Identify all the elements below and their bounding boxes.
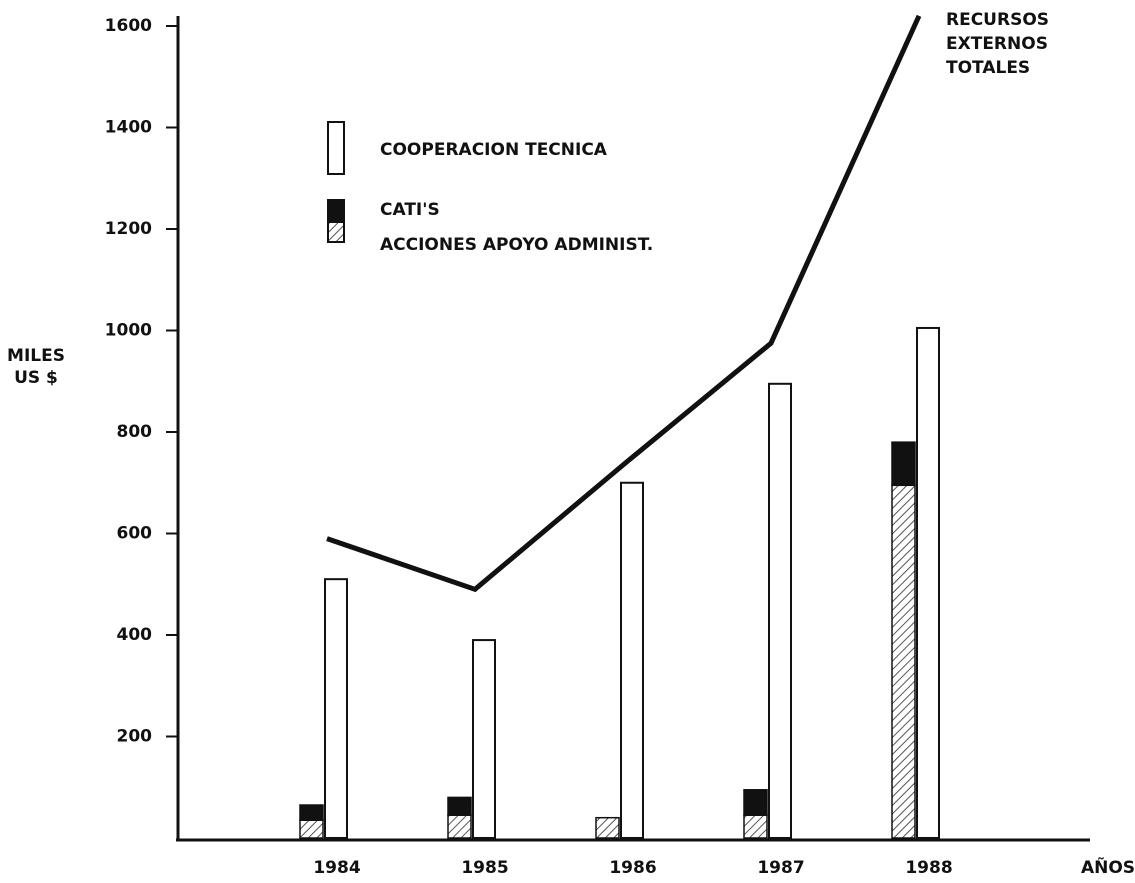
legend-label: ACCIONES APOYO ADMINIST. (380, 235, 653, 255)
bar-segment (447, 796, 472, 816)
x-tick-label: 1987 (757, 858, 804, 878)
bar (472, 639, 496, 840)
y-tick-label: 200 (117, 727, 153, 747)
bar-segment (447, 814, 472, 839)
x-tick-label: 1984 (313, 858, 360, 878)
legend-label: CATI'S (380, 200, 440, 220)
bar-segment (299, 819, 324, 839)
y-tick-label: 1000 (105, 321, 152, 341)
bar (916, 326, 940, 839)
legend-label: COOPERACION TECNICA (380, 140, 608, 160)
bar-segment (891, 441, 916, 487)
y-tick-label: 800 (117, 422, 153, 442)
y-tick-label: 1600 (105, 16, 152, 36)
bar (324, 578, 348, 839)
x-axis-label: AÑOS (1081, 855, 1135, 878)
legend-swatch (327, 221, 345, 243)
bar (620, 481, 644, 839)
x-tick-label: 1986 (609, 858, 656, 878)
x-tick-label: 1985 (461, 858, 508, 878)
bar-segment (891, 484, 916, 839)
y-tick-label: 1200 (105, 219, 152, 239)
y-axis-label: MILES US $ (7, 346, 65, 388)
bar-segment (299, 804, 324, 821)
y-tick-label: 1400 (105, 118, 152, 138)
x-tick-label: 1988 (905, 858, 952, 878)
y-tick-label: 400 (117, 625, 153, 645)
bar-segment (743, 789, 768, 816)
y-tick-label: 600 (117, 524, 153, 544)
line-label: RECURSOS EXTERNOS TOTALES (946, 10, 1049, 78)
bar-segment (595, 816, 620, 839)
legend-swatch (327, 121, 345, 175)
bar-segment (743, 814, 768, 839)
legend-swatch (327, 199, 345, 223)
bar (768, 382, 792, 839)
line (326, 14, 922, 593)
